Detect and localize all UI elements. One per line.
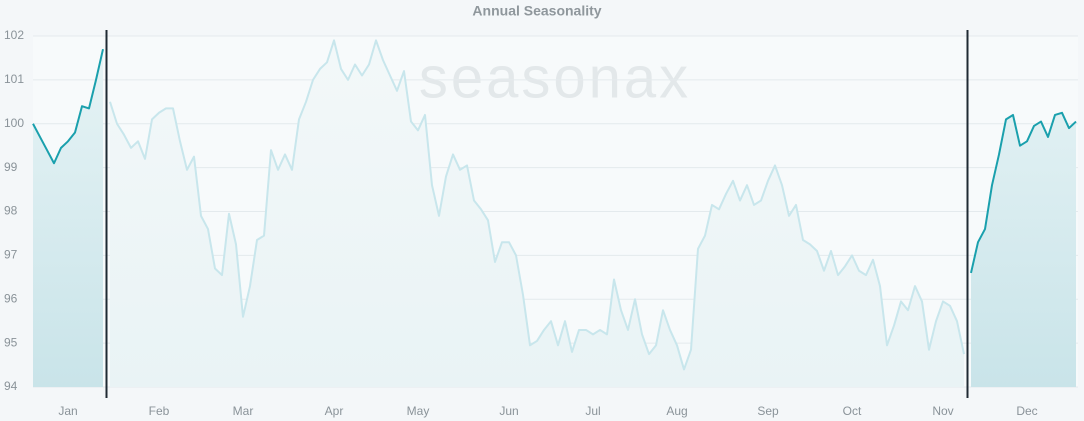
- y-tick-label: 96: [4, 291, 18, 305]
- watermark: seasonax: [419, 45, 691, 110]
- area: [33, 49, 1076, 387]
- x-tick-label: Oct: [843, 404, 862, 418]
- y-tick-label: 99: [4, 160, 18, 174]
- y-tick-label: 98: [4, 204, 18, 218]
- x-tick-label: May: [407, 404, 430, 418]
- y-tick-label: 102: [4, 28, 24, 42]
- x-tick-label: Dec: [1016, 404, 1037, 418]
- chart-title: Annual Seasonality: [472, 3, 601, 19]
- x-tick-label: Jan: [58, 404, 77, 418]
- x-tick-label: Aug: [666, 404, 687, 418]
- y-tick-label: 95: [4, 335, 18, 349]
- y-tick-label: 97: [4, 248, 18, 262]
- x-tick-label: Feb: [149, 404, 170, 418]
- x-tick-label: Jul: [585, 404, 600, 418]
- x-tick-label: Jun: [499, 404, 518, 418]
- x-tick-label: Nov: [932, 404, 953, 418]
- y-tick-label: 100: [4, 116, 24, 130]
- x-tick-label: Sep: [757, 404, 779, 418]
- line: [32, 48, 1077, 274]
- x-tick-label: Apr: [325, 404, 344, 418]
- y-tick-label: 101: [4, 72, 24, 86]
- x-tick-label: Mar: [233, 404, 254, 418]
- area: [110, 40, 964, 387]
- y-tick-label: 94: [4, 379, 18, 393]
- line: [109, 39, 965, 371]
